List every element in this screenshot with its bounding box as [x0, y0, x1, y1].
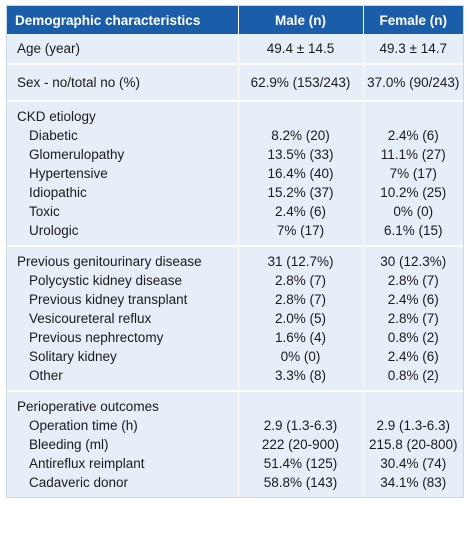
male-value: 2.8% (7) — [238, 271, 364, 290]
female-value: 30 (12.3%) — [363, 245, 463, 271]
row-sex: Sex - no/total no (%) 62.9% (153/243) 37… — [7, 63, 463, 101]
male-value: 51.4% (125) — [238, 454, 364, 473]
header-row: Demographic characteristics Male (n) Fem… — [7, 6, 463, 34]
demographics-table-container: Demographic characteristics Male (n) Fem… — [6, 5, 464, 498]
female-value: 7% (17) — [389, 166, 437, 181]
table-row: Bleeding (ml) 222 (20-900) 215.8 (20-800… — [7, 435, 463, 454]
table-row: Other 3.3% (8) 0.8% (2) — [7, 366, 463, 391]
female-value: 10.2% (25) — [380, 185, 447, 200]
male-value: 3.3% (8) — [238, 366, 364, 391]
genitourinary-section-header: Previous genitourinary disease 31 (12.7%… — [7, 245, 463, 271]
table-row: Previous kidney transplant 2.8% (7) 2.4%… — [7, 290, 463, 309]
row-label: Previous nephrectomy — [7, 328, 239, 347]
demographics-table: Demographic characteristics Male (n) Fem… — [7, 6, 463, 497]
table-row: Urologic 7% (17) 6.1% (15) — [7, 221, 463, 246]
row-label: Previous kidney transplant — [7, 290, 239, 309]
row-label: Antireflux reimplant — [7, 454, 239, 473]
ckd-section-header: CKD etiology — [7, 100, 463, 126]
table-row: Cadaveric donor 58.8% (143) 34.1% (83) — [7, 473, 463, 497]
table-row: Antireflux reimplant 51.4% (125) 30.4% (… — [7, 454, 463, 473]
row-label: Vesicoureteral reflux — [7, 309, 239, 328]
female-value: 0.8% (2) — [387, 368, 439, 383]
row-label: Polycystic kidney disease — [7, 271, 239, 290]
male-value: 31 (12.7%) — [238, 245, 364, 271]
row-label: Idiopathic — [7, 183, 239, 202]
female-value: 6.1% (15) — [383, 223, 443, 238]
female-value: 11.1% (27) — [380, 147, 446, 162]
female-value: 215.8 (20-800) — [368, 437, 458, 452]
male-value: 8.2% (20) — [238, 126, 364, 145]
female-value: 0.8% (2) — [387, 330, 439, 345]
row-label: Diabetic — [7, 126, 239, 145]
male-value: 49.4 ± 14.5 — [238, 34, 364, 64]
table-row: Glomerulopathy 13.5% (33) 11.1% (27) — [7, 145, 463, 164]
male-value: 2.8% (7) — [238, 290, 364, 309]
female-value: 2.4% (6) — [387, 128, 439, 143]
row-label: Urologic — [7, 221, 239, 246]
row-label: Other — [7, 366, 239, 391]
female-value: 49.3 ± 14.7 — [379, 41, 447, 56]
table-row: Solitary kidney 0% (0) 2.4% (6) — [7, 347, 463, 366]
male-value: 1.6% (4) — [238, 328, 364, 347]
header-demographic: Demographic characteristics — [7, 6, 239, 34]
section-title: Previous genitourinary disease — [7, 245, 239, 271]
female-value: 2.4% (6) — [387, 349, 439, 364]
perioperative-section-header: Perioperative outcomes — [7, 390, 463, 416]
female-value: 34.1% (83) — [380, 475, 447, 490]
male-value: 222 (20-900) — [238, 435, 364, 454]
table-row: Previous nephrectomy 1.6% (4) 0.8% (2) — [7, 328, 463, 347]
male-value: 7% (17) — [238, 221, 364, 246]
row-label: Glomerulopathy — [7, 145, 239, 164]
table-row: Operation time (h) 2.9 (1.3-6.3) 2.9 (1.… — [7, 416, 463, 435]
row-label: Toxic — [7, 202, 239, 221]
female-value: 2.8% (7) — [387, 311, 439, 326]
row-label: Cadaveric donor — [7, 473, 239, 497]
female-value: 2.9 (1.3-6.3) — [376, 418, 451, 433]
row-age: Age (year) 49.4 ± 14.5 49.3 ± 14.7 — [7, 34, 463, 64]
table-row: Toxic 2.4% (6) 0% (0) — [7, 202, 463, 221]
section-title: CKD etiology — [7, 100, 239, 126]
row-label: Sex - no/total no (%) — [7, 63, 239, 101]
section-title: Perioperative outcomes — [7, 390, 239, 416]
female-value: 37.0% (90/243) — [363, 63, 463, 101]
row-label: Solitary kidney — [7, 347, 239, 366]
male-value: 13.5% (33) — [238, 145, 364, 164]
male-value: 2.9 (1.3-6.3) — [238, 416, 364, 435]
table-row: Diabetic 8.2% (20) 2.4% (6) — [7, 126, 463, 145]
table-row: Idiopathic 15.2% (37) 10.2% (25) — [7, 183, 463, 202]
male-value: 16.4% (40) — [238, 164, 364, 183]
female-value: 2.4% (6) — [387, 292, 439, 307]
female-value: 2.8% (7) — [387, 273, 439, 288]
table-row: Polycystic kidney disease 2.8% (7) 2.8% … — [7, 271, 463, 290]
row-label: Age (year) — [7, 34, 239, 64]
row-label: Operation time (h) — [7, 416, 239, 435]
male-value: 0% (0) — [238, 347, 364, 366]
male-value: 2.0% (5) — [238, 309, 364, 328]
female-value: 30.4% (74) — [380, 456, 447, 471]
female-value: 0% (0) — [393, 204, 434, 219]
table-row: Vesicoureteral reflux 2.0% (5) 2.8% (7) — [7, 309, 463, 328]
table-row: Hypertensive 16.4% (40) 7% (17) — [7, 164, 463, 183]
header-female: Female (n) — [363, 6, 463, 34]
row-label: Bleeding (ml) — [7, 435, 239, 454]
row-label: Hypertensive — [7, 164, 239, 183]
male-value: 15.2% (37) — [238, 183, 364, 202]
male-value: 62.9% (153/243) — [238, 63, 364, 101]
male-value: 2.4% (6) — [238, 202, 364, 221]
header-male: Male (n) — [238, 6, 364, 34]
male-value: 58.8% (143) — [238, 473, 364, 497]
